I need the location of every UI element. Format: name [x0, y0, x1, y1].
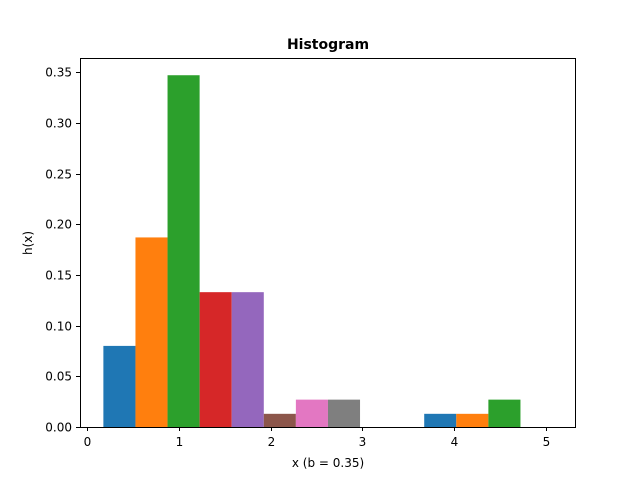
y-axis-ticks: 0.00 0.05 0.10 0.15 0.20 0.25 0.30 0.35	[45, 66, 80, 435]
histogram-bar-5	[231, 292, 264, 427]
histogram-bar-3	[167, 75, 200, 427]
y-tick-label: 0.20	[45, 218, 72, 232]
histogram-bar-8	[327, 399, 361, 427]
histogram-bar-11	[424, 413, 457, 427]
x-axis-ticks: 0 1 2 3 4 5	[84, 427, 551, 449]
histogram-bar-13	[488, 399, 521, 427]
chart-title: Histogram	[287, 37, 369, 53]
x-tick-label: 5	[543, 435, 551, 449]
histogram-bar-4	[199, 292, 232, 427]
x-tick-label: 2	[268, 435, 276, 449]
x-tick-label: 4	[451, 435, 459, 449]
bars-group	[103, 75, 521, 427]
y-tick-label: 0.35	[45, 66, 72, 80]
plot-frame	[80, 58, 576, 428]
y-tick-label: 0.15	[45, 269, 72, 283]
y-tick-label: 0.25	[45, 168, 72, 182]
x-tick-label: 3	[359, 435, 367, 449]
x-tick-label: 1	[176, 435, 184, 449]
x-tick-label: 0	[84, 435, 92, 449]
histogram-bar-1	[103, 345, 136, 427]
histogram-bar-2	[135, 237, 168, 427]
y-tick-label: 0.10	[45, 320, 72, 334]
y-tick-label: 0.00	[45, 421, 72, 435]
x-axis-label: x (b = 0.35)	[292, 456, 364, 470]
histogram-bar-6	[263, 413, 296, 427]
histogram-bar-7	[295, 399, 328, 427]
histogram-bar-12	[456, 413, 489, 427]
y-tick-label: 0.30	[45, 117, 72, 131]
y-tick-label: 0.05	[45, 370, 72, 384]
y-axis-label: h(x)	[21, 231, 35, 255]
